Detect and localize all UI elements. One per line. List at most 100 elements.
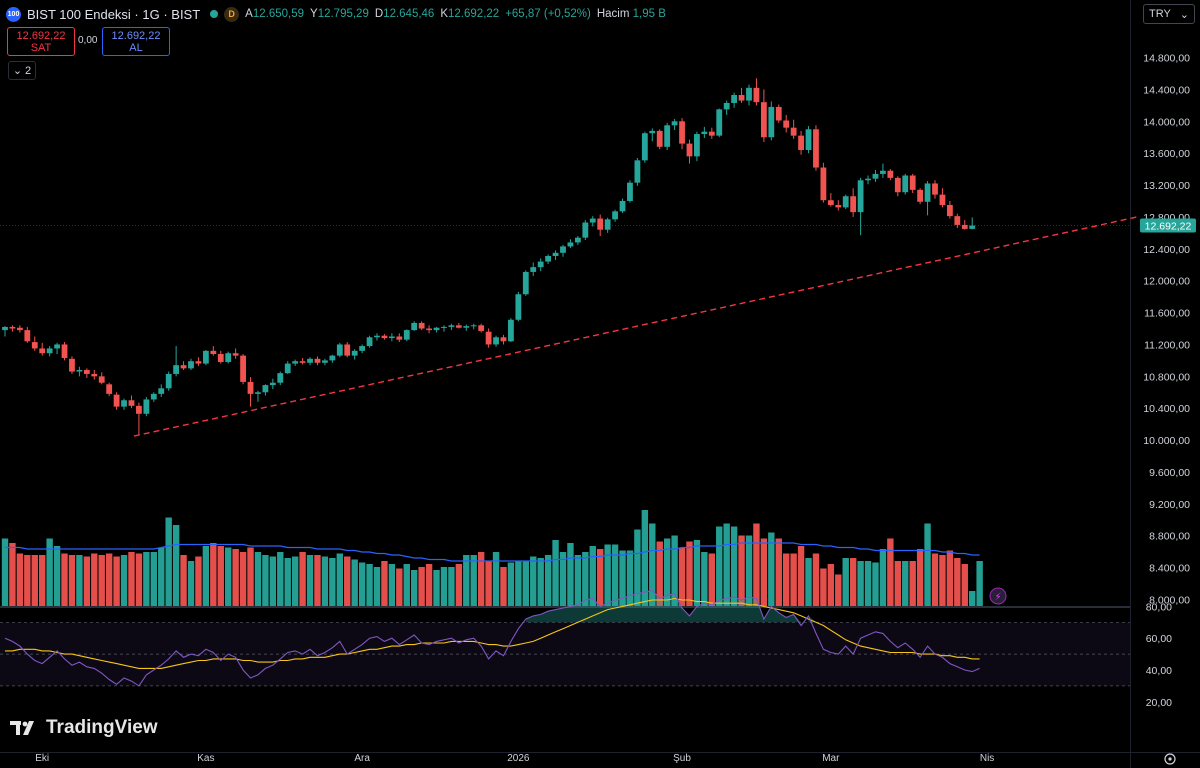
volume-bar: [485, 561, 492, 606]
candle-body: [232, 353, 239, 356]
sell-button[interactable]: 12.692,22 SAT: [7, 27, 75, 56]
volume-bar: [9, 543, 16, 606]
candle-body: [24, 330, 31, 342]
market-open-dot-icon: [210, 10, 219, 18]
candle-body: [939, 194, 946, 205]
volume-bar: [708, 553, 715, 606]
volume-bar: [440, 567, 448, 606]
candle-body: [909, 175, 916, 190]
candle-body: [173, 365, 180, 374]
volume-bar: [656, 541, 663, 606]
candle-body: [664, 125, 671, 147]
candle-body: [351, 350, 358, 356]
candle-body: [887, 170, 894, 178]
open-value: 12.650,59: [252, 8, 305, 20]
candle-body: [969, 225, 976, 229]
candle-body: [426, 328, 432, 331]
candle-body: [515, 294, 522, 320]
lightning-icon: [989, 587, 1007, 605]
candle-body: [359, 346, 366, 351]
volume-bar: [701, 552, 708, 606]
candle-body: [16, 327, 23, 331]
candle-body: [961, 224, 968, 229]
candle-body: [731, 94, 738, 103]
volume-bar: [753, 523, 760, 606]
volume-bar: [247, 547, 254, 606]
currency-select[interactable]: TRY ⌄: [1143, 4, 1195, 24]
volume-bar: [291, 556, 299, 606]
volume-bar: [448, 567, 455, 606]
volume-bar: [358, 562, 366, 606]
candle-body: [292, 361, 299, 364]
candle-body: [69, 358, 75, 372]
volume-ma-line: [5, 542, 980, 562]
volume-bar: [284, 558, 291, 606]
volume-bar: [411, 570, 418, 606]
volume-bar: [254, 552, 262, 606]
candle-body: [366, 337, 373, 347]
trendline[interactable]: [133, 216, 1138, 437]
volume-bar: [53, 546, 61, 606]
price-tick-label: 11.600,00: [1144, 308, 1190, 320]
last-price-label: 12.692,22: [1145, 221, 1192, 233]
price-tick-label: 10.400,00: [1143, 403, 1190, 415]
price-tick-label: 9.600,00: [1149, 467, 1190, 479]
indicators-toggle-button[interactable]: ⌄ 2: [8, 61, 36, 80]
volume-bar: [954, 558, 961, 606]
volume-bar: [232, 549, 239, 606]
volume-bar: [864, 561, 872, 606]
buy-button[interactable]: 12.692,22 AL: [102, 27, 170, 56]
candle-body: [448, 325, 455, 327]
volume-bar: [463, 555, 470, 606]
volume-bar: [336, 553, 343, 606]
bottom-separator: [0, 752, 1200, 753]
candle-body: [932, 183, 938, 195]
candle-body: [478, 325, 485, 331]
volume-bar: [924, 523, 931, 606]
volume-bar: [262, 555, 269, 606]
candle-body: [634, 160, 641, 183]
volume-bar: [849, 558, 857, 606]
candle-body: [649, 130, 656, 134]
volume-bar: [678, 547, 686, 606]
close-value: 12.692,22: [448, 8, 500, 20]
candle-body: [388, 336, 395, 339]
volume-bar: [686, 541, 693, 606]
candle-body: [902, 175, 909, 193]
candle-body: [46, 348, 53, 354]
volume-bar: [738, 535, 745, 606]
buy-label: AL: [129, 41, 143, 54]
volume-bar: [611, 544, 619, 606]
price-tick-label: 14.800,00: [1143, 53, 1190, 65]
volume-bar: [418, 567, 425, 606]
time-tick-label: Şub: [673, 753, 691, 764]
candle-body: [269, 382, 276, 386]
candle-body: [597, 218, 604, 230]
candle-body: [470, 325, 477, 327]
volume-bar: [299, 552, 306, 606]
rsi-tick-label: 40,00: [1146, 665, 1172, 677]
volume-bar: [559, 552, 567, 606]
volume-bar: [217, 546, 224, 606]
candle-body: [894, 177, 901, 193]
tradingview-logo[interactable]: TradingView: [10, 717, 158, 739]
candle-body: [641, 133, 648, 161]
candle-body: [121, 400, 127, 407]
volume-bar: [314, 555, 321, 606]
price-tick-label: 10.000,00: [1143, 435, 1190, 447]
logo-text: TradingView: [46, 717, 158, 738]
symbol-title[interactable]: BIST 100 Endeksi · 1G · BIST: [27, 6, 201, 22]
candle-body: [768, 106, 775, 138]
rsi-overbought-fill: [525, 590, 816, 623]
candle-body: [753, 87, 760, 103]
spread-value: 0,00: [78, 35, 98, 46]
candle-body: [880, 170, 886, 174]
candle-body: [805, 129, 812, 150]
candle-body: [783, 120, 790, 128]
candle-body: [284, 363, 291, 374]
volume-bar: [716, 526, 723, 606]
candle-body: [567, 242, 574, 247]
candle-body: [136, 405, 142, 414]
volume-bars: ⚡: [1, 510, 1007, 606]
